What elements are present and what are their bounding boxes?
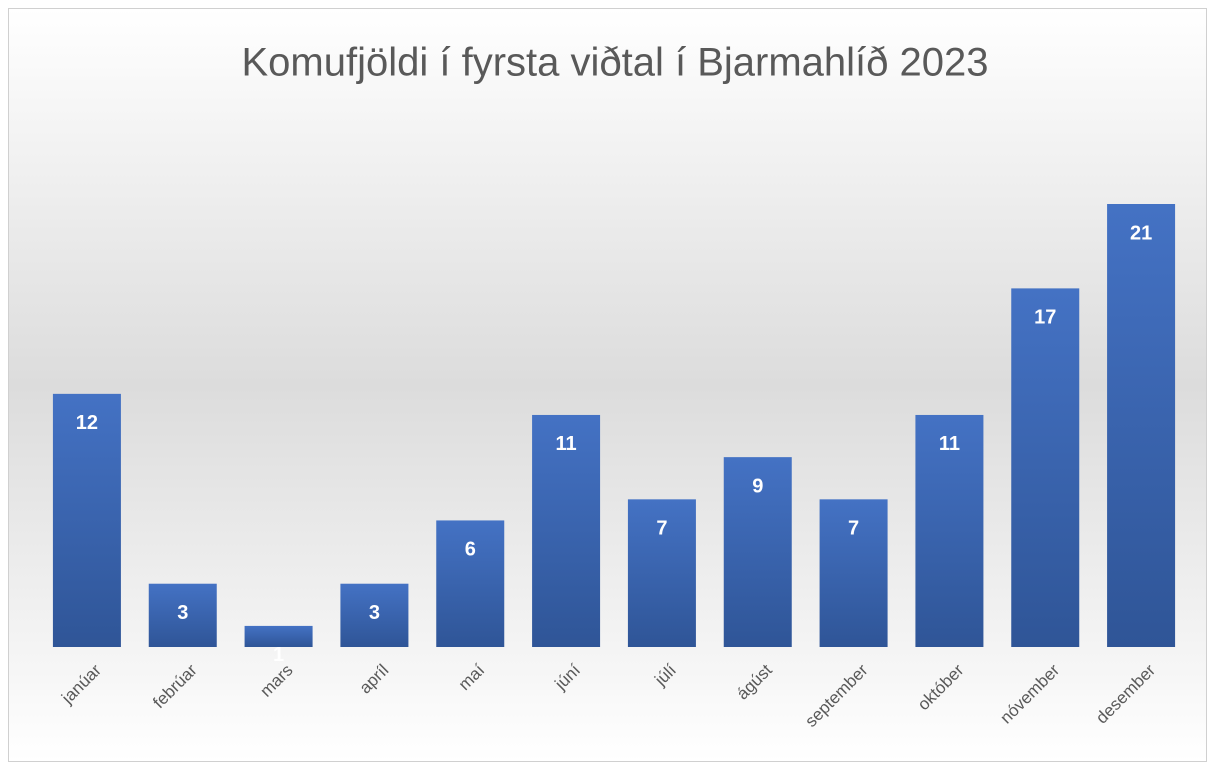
data-label: 7: [848, 518, 859, 540]
data-label: 3: [369, 602, 380, 624]
bar: [148, 583, 217, 647]
data-label: 11: [939, 433, 960, 455]
data-label: 11: [556, 433, 577, 455]
bar: [244, 625, 313, 647]
bar: [723, 457, 792, 647]
data-label: 17: [1034, 307, 1056, 329]
bar: [915, 414, 984, 647]
data-label: 1: [273, 644, 284, 666]
data-label: 21: [1130, 222, 1152, 244]
bar: [532, 414, 601, 647]
bar: [819, 499, 888, 647]
data-label: 7: [656, 518, 667, 540]
bar: [627, 499, 696, 647]
bar: [436, 520, 505, 647]
data-label: 3: [177, 602, 188, 624]
chart-title: Komufjöldi í fyrsta viðtal í Bjarmahlíð …: [241, 41, 988, 85]
data-label: 6: [465, 539, 476, 561]
bar: [52, 393, 121, 647]
bar: [1011, 288, 1080, 647]
data-label: 12: [76, 412, 98, 434]
bar: [340, 583, 409, 647]
bar: [1107, 204, 1176, 647]
data-label: 9: [752, 475, 763, 497]
